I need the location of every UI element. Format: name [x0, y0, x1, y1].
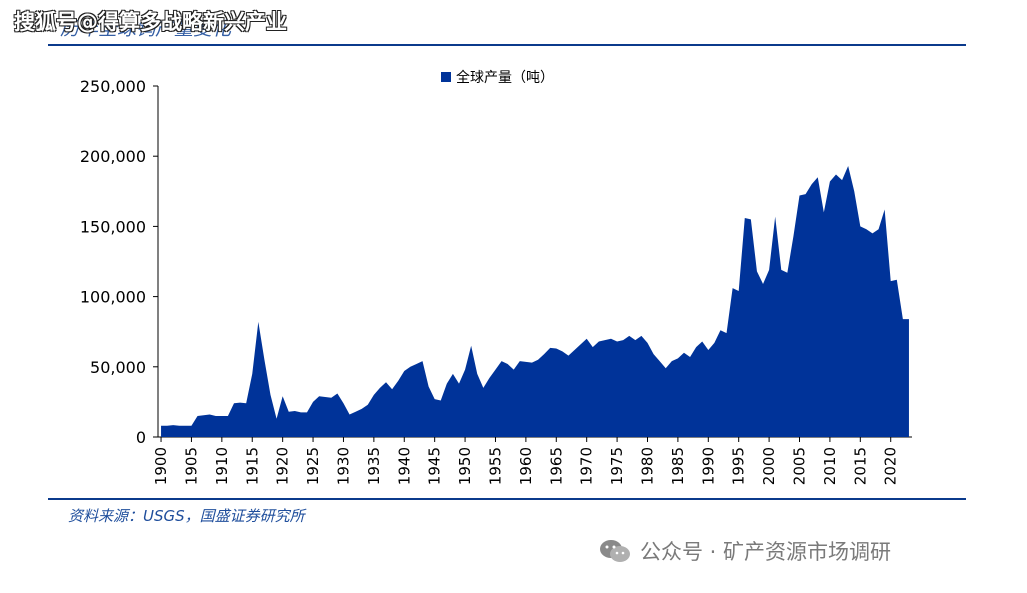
legend: 全球产量（吨）: [441, 69, 554, 86]
x-tick-label: 1985: [669, 447, 687, 485]
x-tick-label: 1965: [547, 447, 565, 485]
header-title: 历年全球钨产量变化: [60, 18, 232, 40]
area-series-global-production: [161, 166, 909, 437]
legend-label: 全球产量（吨）: [456, 69, 554, 86]
x-tick-label: 2015: [851, 447, 869, 485]
watermark-text: 搜狐号@得算多战略新兴产业: [14, 10, 287, 34]
x-tick-label: 1910: [213, 447, 231, 485]
y-tick-label: 250,000: [80, 77, 146, 96]
legend-swatch: [441, 72, 451, 82]
x-tick-label: 1925: [304, 447, 322, 485]
top-rule: [48, 44, 966, 46]
x-tick-label: 1995: [730, 447, 748, 485]
y-tick-label: 0: [136, 428, 146, 447]
wechat-account-label: 公众号 · 矿产资源市场调研: [640, 540, 892, 564]
x-tick-label: 1930: [334, 447, 352, 485]
y-tick-label: 50,000: [90, 358, 146, 377]
x-tick-label: 1900: [152, 447, 170, 485]
bottom-rule: [48, 498, 966, 500]
x-tick-label: 1990: [699, 447, 717, 485]
x-tick-label: 1945: [426, 447, 444, 485]
y-axis: 0 50,000 100,000 150,000 200,000 250,000: [80, 77, 159, 447]
x-tick-label: 1905: [182, 447, 200, 485]
x-tick-label: 1955: [486, 447, 504, 485]
source-note: 资料来源：USGS，国盛证券研究所: [68, 507, 305, 525]
x-tick-label: 1975: [608, 447, 626, 485]
x-tick-label: 1935: [365, 447, 383, 485]
wechat-footer: 公众号 · 矿产资源市场调研: [598, 536, 891, 566]
x-tick-label: 1980: [638, 447, 656, 485]
x-tick-label: 1970: [578, 447, 596, 485]
x-tick-label: 1960: [517, 447, 535, 485]
x-tick-label: 1940: [395, 447, 413, 485]
x-tick-label: 1915: [243, 447, 261, 485]
x-tick-label: 2005: [791, 447, 809, 485]
x-tick-label: 2000: [760, 447, 778, 485]
x-axis: 1900 1905 1910 1915 1920 1925 1930 1935 1940 1945…: [152, 436, 912, 485]
y-tick-label: 200,000: [80, 147, 146, 166]
x-tick-label: 2020: [882, 447, 900, 485]
x-tick-label: 2010: [821, 447, 839, 485]
x-tick-label: 1920: [274, 447, 292, 485]
x-tick-label: 1950: [456, 447, 474, 485]
y-tick-label: 100,000: [80, 288, 146, 307]
wechat-icon: [600, 540, 630, 562]
y-tick-label: 150,000: [80, 217, 146, 236]
area-series-group: [161, 166, 909, 437]
